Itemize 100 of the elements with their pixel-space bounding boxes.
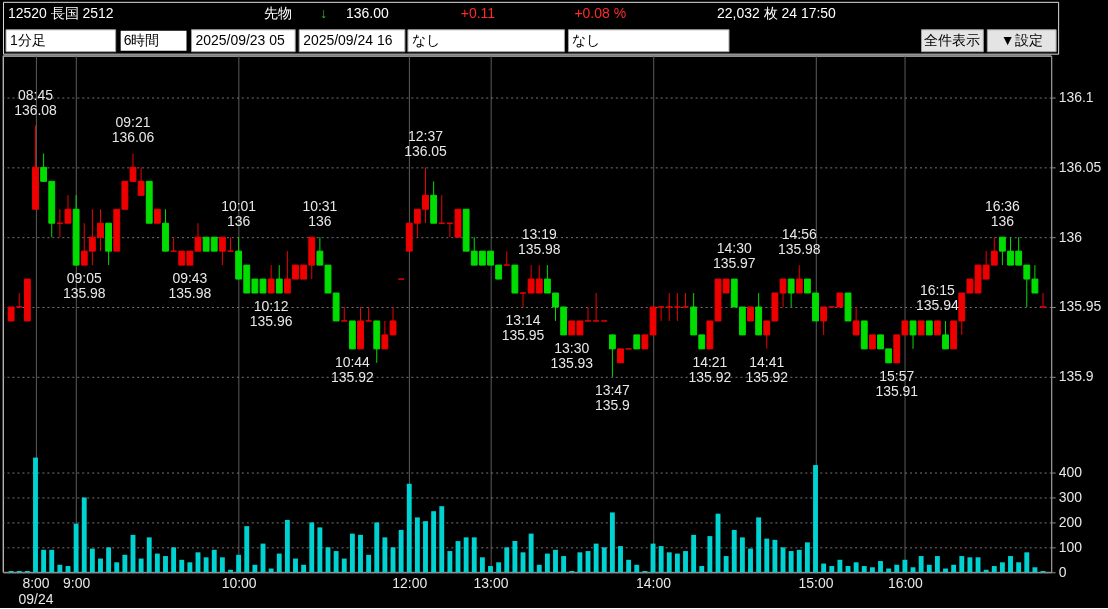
bar (666, 552, 672, 573)
bar (244, 526, 250, 573)
bar (293, 558, 298, 573)
y-tick-label: 136 (1058, 228, 1083, 245)
bar (333, 551, 339, 573)
candlestick (795, 264, 803, 294)
text: 先物 ↓ 136.00 +0.11 +0.08 % 22,032 枚 24 17:50 (264, 4, 836, 21)
bar (463, 537, 469, 573)
bar (106, 547, 112, 573)
y-tick-label: 135.9 (1058, 368, 1094, 385)
bar (601, 547, 607, 573)
x-tick-label: 15:00 (798, 574, 834, 591)
bar (853, 562, 859, 573)
bar (894, 564, 900, 573)
y2-tick-label: 0 (1058, 563, 1067, 580)
y2-tick-label: 300 (1058, 488, 1083, 505)
text: 13:47 135.9 (594, 381, 630, 413)
bar (577, 552, 583, 573)
bar (366, 554, 372, 573)
text: 全件表示 (924, 31, 981, 48)
x-tick-label: 8:00 09/24 (18, 574, 54, 607)
text: 13:14 135.95 (501, 311, 545, 343)
x-tick-label: 13:00 (473, 574, 509, 591)
candlestick (348, 320, 356, 350)
bar (423, 521, 428, 573)
bar (739, 537, 745, 573)
text: なし (572, 31, 601, 48)
candlestick (608, 334, 616, 378)
y2-tick-label: 200 (1058, 513, 1083, 530)
text: 15:57 135.91 (875, 367, 919, 399)
candlestick (820, 306, 828, 336)
text: 14:56 135.98 (777, 226, 821, 258)
bar (98, 558, 103, 573)
bar (699, 566, 705, 573)
text: 10:01 136 (221, 198, 257, 230)
candlestick (633, 334, 641, 350)
candlestick (917, 320, 925, 336)
bar (544, 553, 550, 573)
x-tick-label: 16:00 (887, 574, 924, 591)
bar (33, 457, 38, 573)
bar (252, 564, 258, 573)
text: 2025/09/24 16 (303, 31, 393, 48)
bar (723, 556, 729, 573)
bar (146, 537, 152, 573)
bar (488, 566, 493, 573)
bar (1008, 556, 1013, 573)
bar (731, 529, 737, 573)
text: 12:37 136.05 (404, 128, 447, 160)
candlestick (357, 306, 364, 350)
bar (926, 564, 932, 573)
candlestick (365, 306, 373, 322)
candlestick (145, 180, 153, 224)
bar (203, 557, 209, 573)
bar (593, 543, 599, 573)
candlestick (23, 278, 31, 322)
bar (114, 562, 120, 573)
bar (609, 512, 615, 573)
candlestick (860, 320, 868, 350)
text: ▼設定 (1000, 31, 1043, 48)
bar (219, 557, 225, 573)
bar (154, 553, 160, 573)
text: 2025/09/23 05 (195, 31, 285, 48)
bar (813, 465, 818, 573)
bar (439, 506, 445, 573)
candlestick (511, 264, 519, 294)
candlestick (933, 320, 941, 336)
bar (512, 541, 518, 573)
text: 10:12 135.96 (249, 297, 293, 329)
bar (276, 553, 282, 573)
x-tick-label: 9:00 (63, 574, 91, 591)
bar (414, 517, 420, 573)
bar (837, 559, 843, 573)
bar (341, 558, 347, 573)
bar (959, 556, 965, 573)
bar (122, 554, 128, 573)
bar (918, 556, 924, 573)
bar (902, 559, 908, 573)
candlestick (868, 334, 876, 350)
bar (81, 497, 87, 573)
text: 14:21 135.92 (688, 353, 732, 385)
bar (1032, 567, 1038, 573)
bar (772, 539, 778, 573)
text: 09:43 135.98 (168, 270, 212, 302)
bar (536, 564, 542, 573)
bar (878, 561, 883, 573)
bar (49, 549, 55, 573)
bar (236, 554, 242, 573)
candlestick (942, 320, 949, 350)
candlestick (747, 306, 754, 322)
text: 10:44 135.92 (331, 353, 374, 385)
bar (748, 548, 753, 573)
text: 10:31 136 (302, 198, 338, 230)
text: 09:05 135.98 (62, 270, 106, 302)
bar (821, 563, 827, 573)
bar (447, 551, 453, 573)
bar (869, 567, 875, 573)
bar (788, 551, 794, 573)
bar (374, 522, 380, 573)
bar (398, 529, 404, 573)
y-tick-label: 136.05 (1058, 158, 1102, 175)
